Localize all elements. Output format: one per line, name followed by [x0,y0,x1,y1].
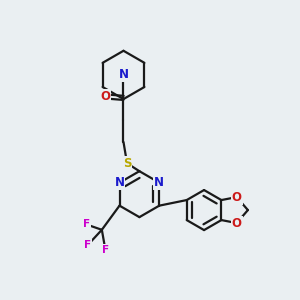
Text: F: F [102,245,109,255]
Text: O: O [100,90,110,103]
Text: F: F [83,220,90,230]
Text: F: F [84,240,91,250]
Text: S: S [123,157,131,170]
Text: O: O [232,217,242,230]
Text: N: N [118,68,128,81]
Text: N: N [115,176,124,189]
Text: O: O [232,190,242,204]
Text: N: N [154,176,164,189]
